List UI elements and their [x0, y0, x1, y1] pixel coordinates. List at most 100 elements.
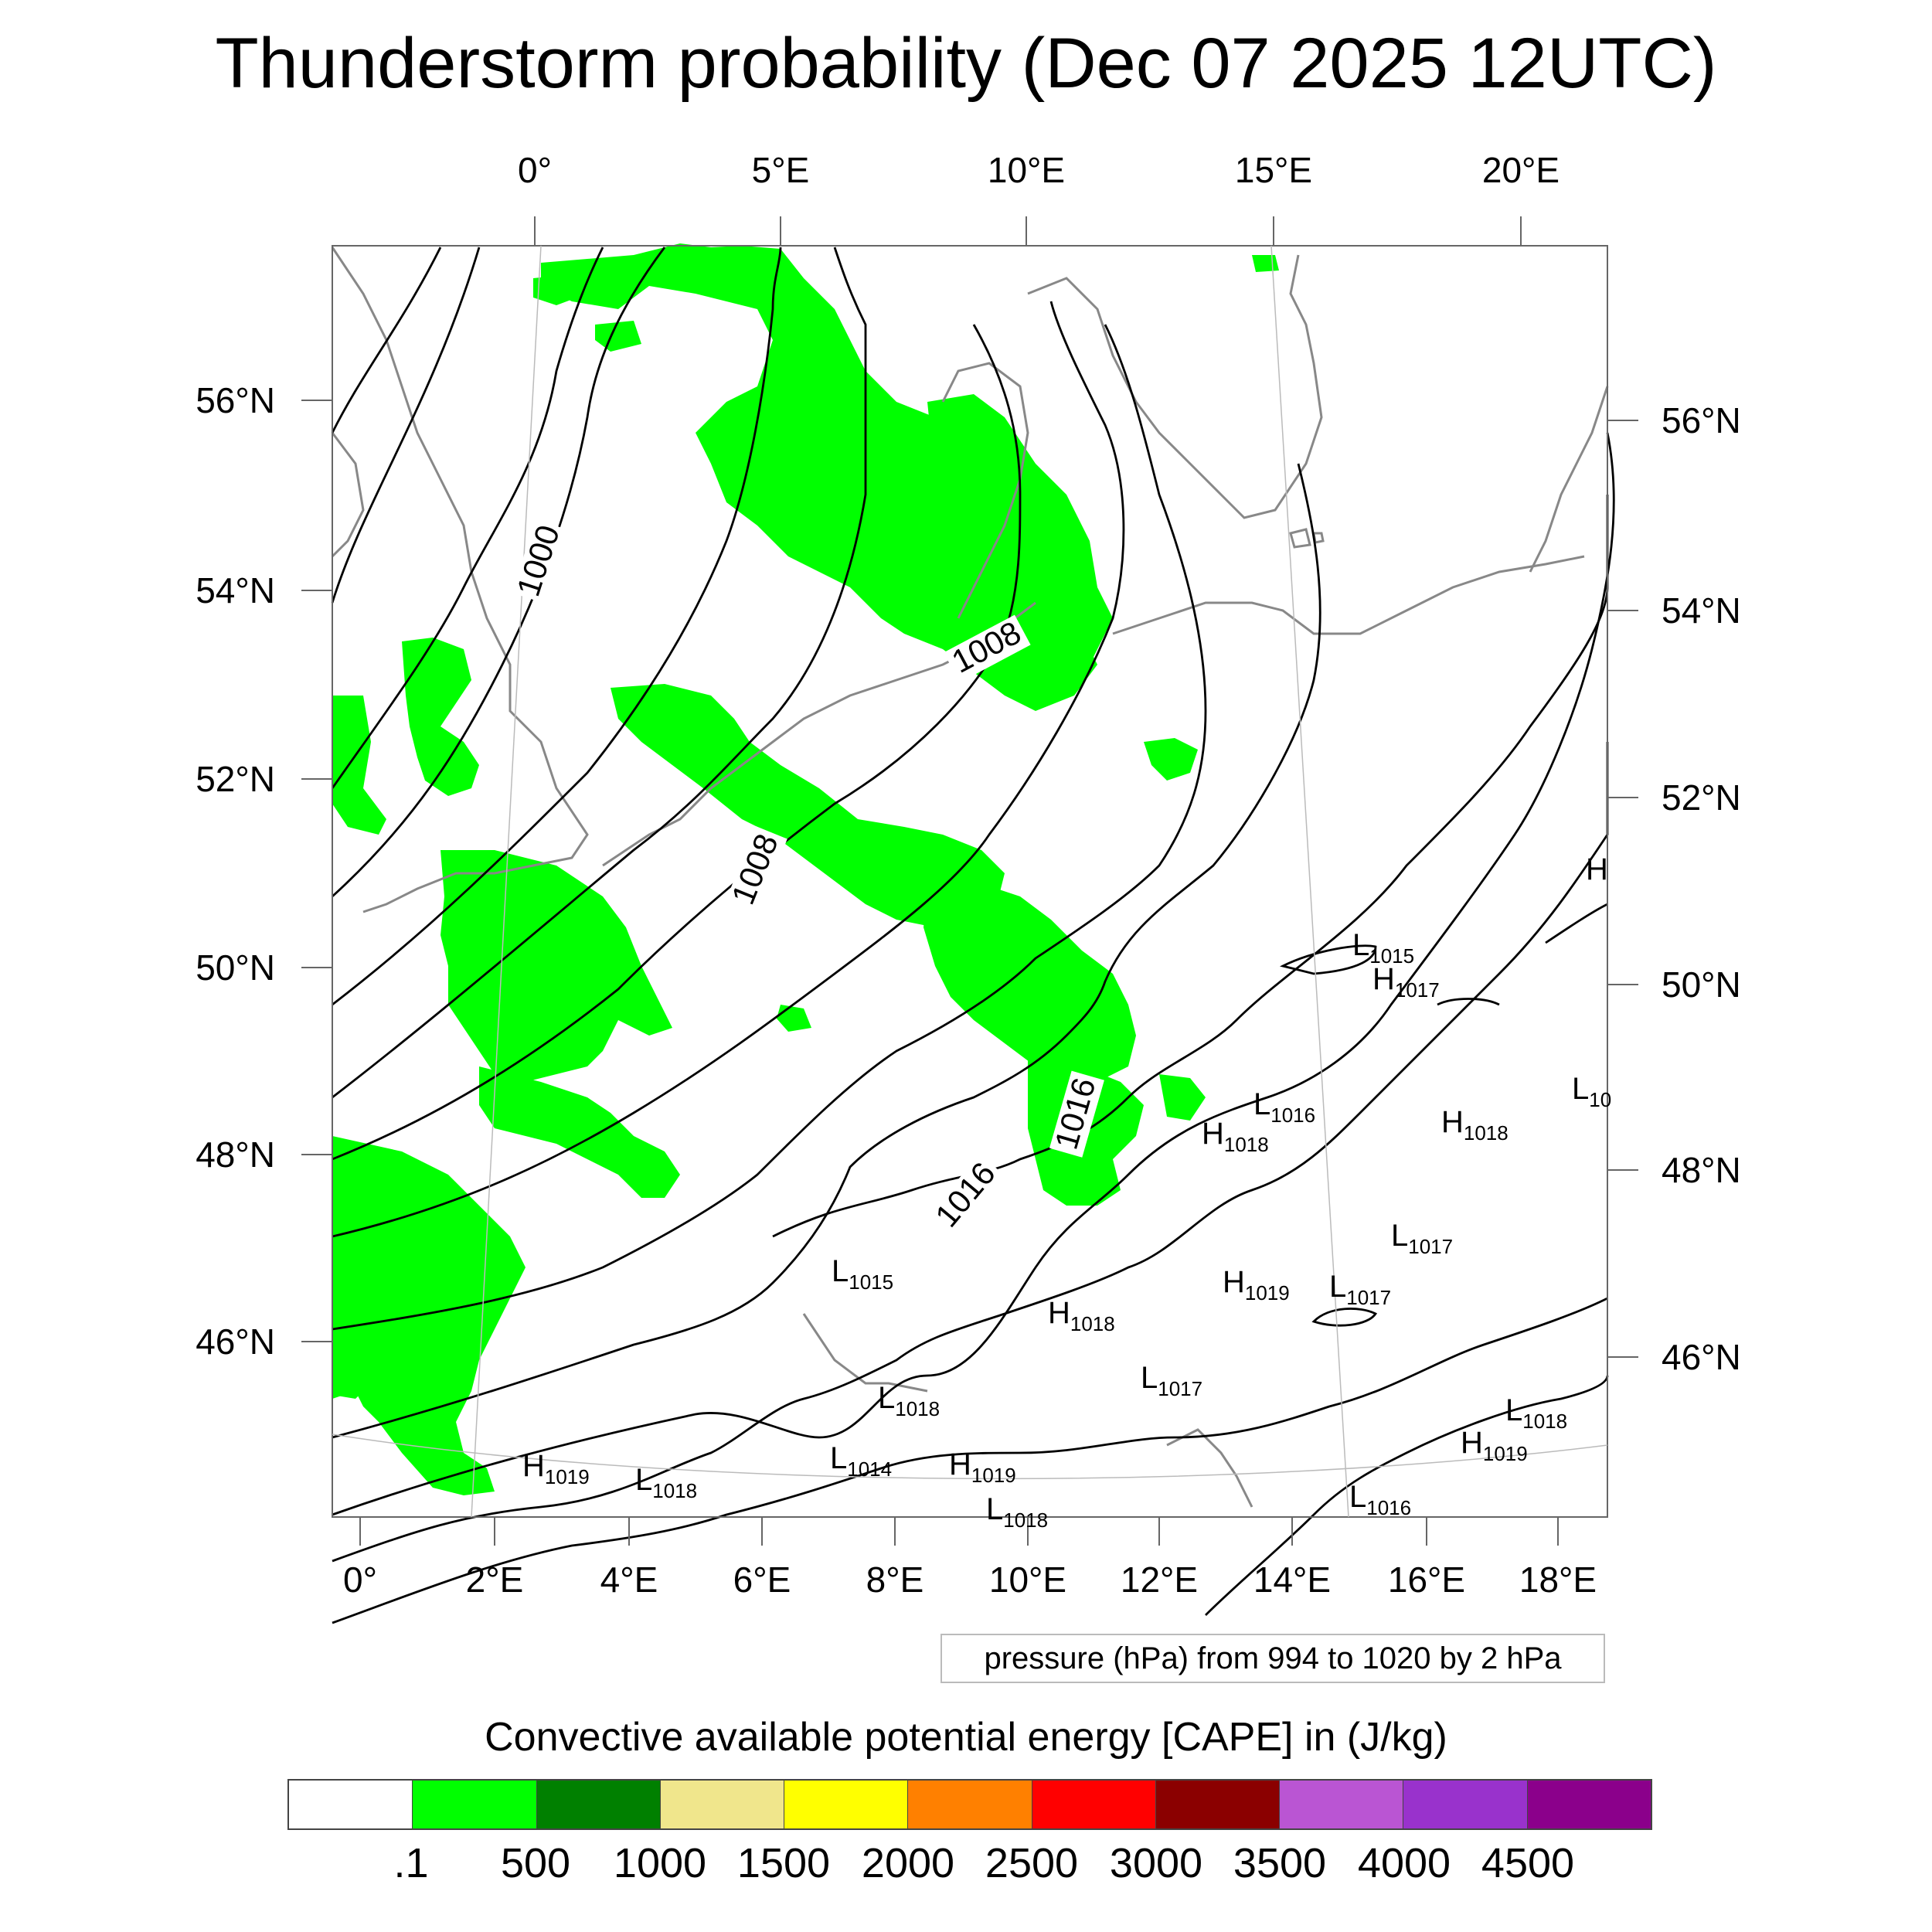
colorbar-label: 4000	[1357, 1840, 1451, 1886]
adriatic-coast	[1166, 1428, 1253, 1508]
cape-area-channel	[402, 638, 479, 796]
baltic-states-coast	[1529, 386, 1609, 573]
bottom-lon-label: 18°E	[1519, 1560, 1597, 1600]
cape-area-north-small-2	[595, 321, 641, 352]
isobar-3	[331, 247, 604, 789]
chart-title: Thunderstorm probability (Dec 07 2025 12…	[215, 24, 1717, 103]
left-lat-labels: 56°N 54°N 52°N 50°N 48°N 46°N	[196, 380, 275, 1362]
right-lat-label: 54°N	[1662, 590, 1741, 631]
pressure-center-label: L1018	[1505, 1393, 1567, 1433]
right-lat-label: 48°N	[1662, 1150, 1741, 1190]
pressure-center-label: L1017	[1329, 1270, 1391, 1309]
bottom-lon-label: 14°E	[1253, 1560, 1331, 1600]
right-lat-label: 46°N	[1662, 1337, 1741, 1377]
cape-area-france-north	[479, 1066, 680, 1198]
pressure-center-label: H1018	[1048, 1296, 1115, 1335]
cape-shading	[332, 243, 1279, 1495]
colorbar-swatch	[908, 1781, 1032, 1828]
colorbar-swatch	[1403, 1781, 1528, 1828]
pressure-center-label: H1018	[1202, 1117, 1269, 1156]
isobar-15	[1205, 1375, 1609, 1616]
left-lat-label: 48°N	[196, 1134, 275, 1175]
left-lat-label: 46°N	[196, 1321, 275, 1362]
denmark-coast	[941, 362, 1029, 619]
pressure-center-label: L1016	[1349, 1480, 1411, 1519]
colorbar-label: 1000	[613, 1840, 707, 1886]
pressure-center-label: L10	[1572, 1072, 1611, 1111]
colorbar-label: 500	[500, 1840, 571, 1886]
bottom-lon-label: 12°E	[1121, 1560, 1198, 1600]
top-lon-label: 5°E	[752, 150, 810, 190]
bottom-lon-labels: 0° 2°E 4°E 6°E 8°E 10°E 12°E 14°E 16°E 1…	[343, 1560, 1597, 1600]
pressure-center-label: L1015	[832, 1254, 893, 1294]
isobar-8	[332, 301, 1125, 1238]
colorbar-title: Convective available potential energy [C…	[485, 1715, 1447, 1760]
bottom-lon-label: 2°E	[466, 1560, 524, 1600]
isobar-10	[332, 463, 1321, 1439]
colorbar-label: 4500	[1481, 1840, 1575, 1886]
isobar-9	[332, 324, 1207, 1331]
isobar-7	[332, 324, 1022, 1161]
colorbar-label: 2000	[861, 1840, 955, 1886]
isobar-1	[331, 247, 442, 434]
colorbar-label: .1	[393, 1840, 429, 1886]
cape-area-france-west	[332, 1136, 526, 1495]
italy-coast	[802, 1313, 928, 1393]
bottom-lon-label: 16°E	[1388, 1560, 1465, 1600]
map-frame	[332, 245, 1608, 1518]
pressure-center-label: L1017	[1391, 1219, 1453, 1258]
isobar-11	[332, 432, 1615, 1516]
bottom-lon-label: 8°E	[866, 1560, 924, 1600]
pressure-center-label: H1017	[1372, 962, 1440, 1002]
cape-area-bavaria	[923, 881, 1136, 1082]
colorbar	[287, 1779, 1652, 1830]
cape-area-belgium	[440, 850, 672, 1082]
cape-area-poland	[1144, 738, 1198, 781]
isobar-19	[1545, 903, 1608, 944]
pressure-center-label: L1018	[635, 1463, 697, 1502]
colorbar-swatch	[1155, 1781, 1281, 1828]
pressure-centers: L1015 H1017 L1016 H1018 H1018 L1017 H101…	[522, 852, 1611, 1532]
poland-coast	[1112, 555, 1585, 635]
pressure-center-label: L1014	[830, 1441, 892, 1481]
left-lat-label: 50°N	[196, 947, 275, 988]
colorbar-label: 1500	[736, 1840, 831, 1886]
pressure-center-label: L1015	[1352, 928, 1414, 968]
pressure-center-label: L1018	[986, 1492, 1048, 1532]
left-lat-label: 54°N	[196, 570, 275, 611]
colorbar-labels: .1 500 1000 1500 2000 2500 3000 3500 400…	[0, 1839, 1932, 1893]
colorbar-swatch	[1527, 1781, 1651, 1828]
pressure-center-label: L1016	[1253, 1087, 1315, 1127]
pressure-center-label: L1018	[878, 1381, 940, 1420]
isobar-18	[1437, 998, 1500, 1006]
pressure-center-label: H1019	[1461, 1426, 1528, 1465]
cape-area-czech	[1159, 1074, 1206, 1121]
colorbar-swatch	[413, 1781, 537, 1828]
pressure-center-label: L1017	[1141, 1361, 1202, 1400]
left-lat-label: 56°N	[196, 380, 275, 420]
ireland-coast	[331, 432, 365, 558]
top-lon-label: 20°E	[1482, 150, 1560, 190]
colorbar-label: 3500	[1233, 1840, 1327, 1886]
pressure-center-label: H1019	[1223, 1265, 1290, 1304]
right-lat-label: 56°N	[1662, 400, 1741, 440]
top-lon-label: 15°E	[1235, 150, 1312, 190]
bottom-lon-label: 4°E	[600, 1560, 658, 1600]
cape-area-france-center	[777, 1005, 811, 1032]
top-lon-label: 0°	[518, 150, 552, 190]
isobar-12	[772, 495, 1609, 1238]
cape-area-biscay	[332, 1352, 371, 1399]
colorbar-swatch	[660, 1781, 785, 1828]
isobar-2	[331, 247, 481, 604]
colorbar-swatch	[784, 1781, 909, 1828]
right-lat-label: 52°N	[1662, 777, 1741, 818]
cape-area-germany-west	[611, 684, 1005, 927]
top-lon-labels: 0° 5°E 10°E 15°E 20°E	[518, 150, 1560, 190]
uk-coast	[331, 247, 589, 913]
bottom-lon-label: 10°E	[989, 1560, 1066, 1600]
pressure-center-label: H1018	[1441, 1105, 1509, 1145]
isobar-13	[332, 742, 1609, 1563]
cape-area-baltic	[1252, 255, 1279, 272]
graticule	[332, 245, 1608, 1518]
